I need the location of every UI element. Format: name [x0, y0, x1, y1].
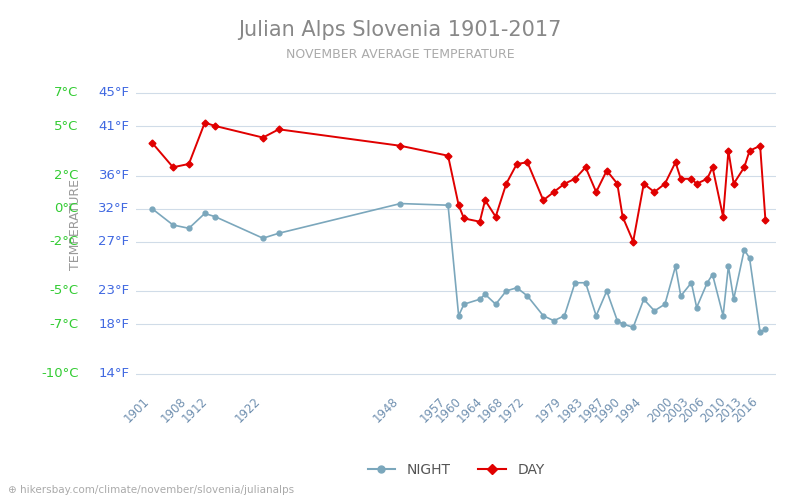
Text: NOVEMBER AVERAGE TEMPERATURE: NOVEMBER AVERAGE TEMPERATURE [286, 48, 514, 60]
Legend: NIGHT, DAY: NIGHT, DAY [362, 457, 550, 482]
Text: 27°F: 27°F [98, 235, 130, 248]
Text: 14°F: 14°F [98, 367, 130, 380]
Text: 5°C: 5°C [54, 120, 78, 132]
Text: 41°F: 41°F [98, 120, 130, 132]
Text: 0°C: 0°C [54, 202, 78, 215]
Y-axis label: TEMPERATURE: TEMPERATURE [69, 180, 82, 270]
Text: 7°C: 7°C [54, 86, 78, 100]
Text: -5°C: -5°C [50, 284, 78, 298]
Text: -10°C: -10°C [41, 367, 78, 380]
Text: 45°F: 45°F [98, 86, 130, 100]
Text: 36°F: 36°F [98, 169, 130, 182]
Text: 23°F: 23°F [98, 284, 130, 298]
Text: 18°F: 18°F [98, 318, 130, 330]
Text: Julian Alps Slovenia 1901-2017: Julian Alps Slovenia 1901-2017 [238, 20, 562, 40]
Text: 2°C: 2°C [54, 169, 78, 182]
Text: -2°C: -2°C [50, 235, 78, 248]
Text: ⊕ hikersbay.com/climate/november/slovenia/julianalps: ⊕ hikersbay.com/climate/november/sloveni… [8, 485, 294, 495]
Text: -7°C: -7°C [50, 318, 78, 330]
Text: 32°F: 32°F [98, 202, 130, 215]
